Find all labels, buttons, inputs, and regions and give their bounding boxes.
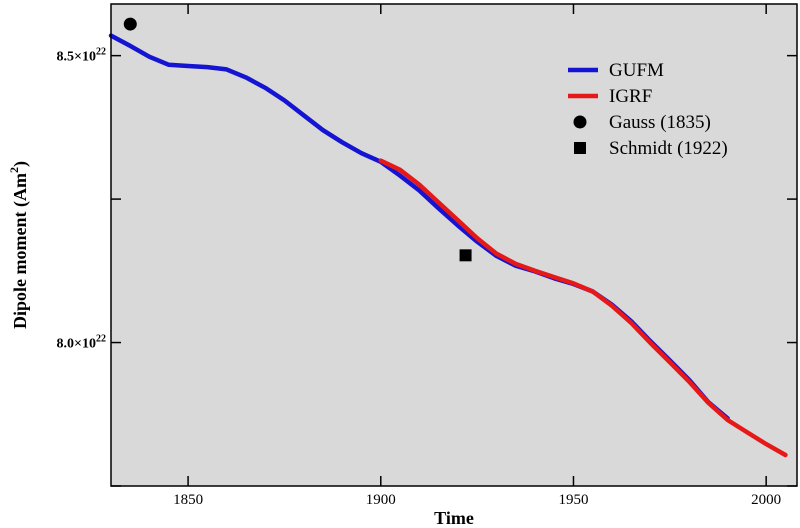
legend-label-igrf: IGRF: [609, 86, 652, 107]
series-layer: [108, 17, 788, 458]
series-line-igrf: [378, 158, 788, 458]
y-axis-title: Dipole moment (Am2): [7, 161, 31, 329]
plot-area: [111, 4, 797, 486]
data-point-gauss-1835: [123, 17, 137, 31]
y-axis-title-main: Dipole moment (Am: [10, 173, 31, 329]
y-tick-exponent: 22: [96, 47, 106, 58]
x-tick-label: 2000: [751, 492, 781, 508]
legend-label-gufm: GUFM: [609, 60, 664, 81]
y-axis-title-sup: 2: [7, 167, 21, 173]
legend: GUFM IGRF Gauss (1835) Schmidt (1922): [568, 60, 728, 159]
legend-swatch-schmidt-1922: [574, 142, 586, 154]
x-tick-label: 1950: [558, 492, 588, 508]
legend-label-schmidt-1922: Schmidt (1922): [609, 138, 728, 159]
legend-label-gauss-1835: Gauss (1835): [609, 112, 711, 133]
y-tick-label: 8.0×1022: [57, 334, 106, 352]
plot-frame: [110, 3, 798, 487]
y-tick-mantissa: 8.0×10: [57, 337, 96, 352]
y-axis-title-close: ): [10, 161, 31, 167]
x-tick-label: 1850: [173, 492, 203, 508]
y-tick-label: 8.5×1022: [57, 47, 106, 65]
y-tick-mantissa: 8.5×10: [57, 50, 96, 65]
legend-swatch-gauss-1835: [573, 115, 587, 129]
y-tick-exponent: 22: [96, 334, 106, 345]
data-point-schmidt-1922: [459, 249, 472, 262]
x-axis-title: Time: [434, 508, 474, 528]
x-tick-label: 1900: [366, 492, 396, 508]
